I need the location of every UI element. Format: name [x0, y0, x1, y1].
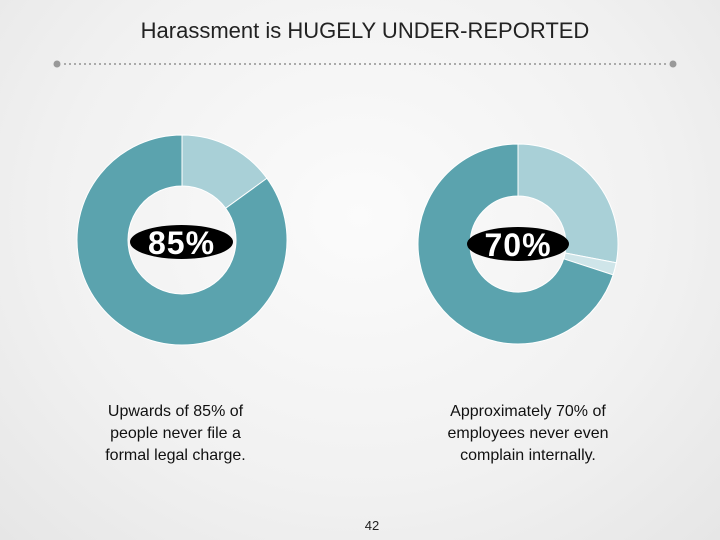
donut-chart-right	[417, 143, 619, 345]
center-label-right: 70%	[467, 227, 569, 261]
donut-chart-left	[76, 134, 288, 346]
page-number: 42	[364, 518, 380, 533]
title-divider	[53, 60, 677, 68]
donut-slice	[417, 143, 614, 345]
donut-slice	[517, 143, 619, 264]
slide-title: Harassment is HUGELY UNDER-REPORTED	[140, 18, 590, 43]
donut-slice	[76, 134, 288, 346]
center-label-left: 85%	[130, 225, 233, 259]
caption-right: Approximately 70% of employees never eve…	[447, 403, 609, 464]
caption-left: Upwards of 85% of people never file a fo…	[105, 403, 246, 464]
